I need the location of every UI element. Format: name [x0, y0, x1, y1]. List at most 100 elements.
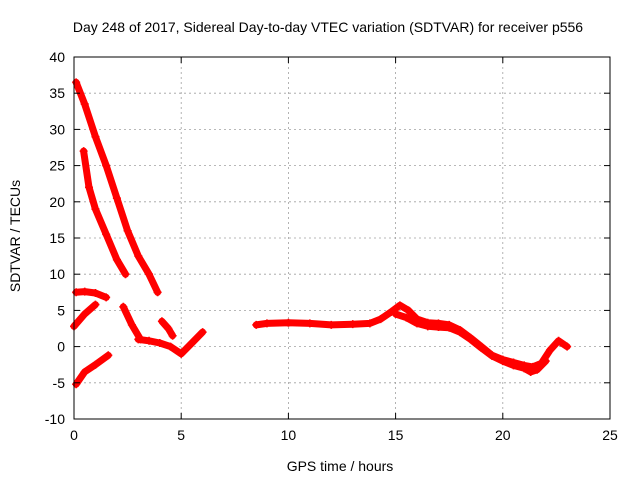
- data-point: [121, 270, 130, 279]
- data-point: [168, 331, 177, 340]
- x-tick-label: 20: [495, 427, 511, 443]
- data-point: [112, 255, 121, 264]
- chart-title: Day 248 of 2017, Sidereal Day-to-day VTE…: [73, 19, 583, 35]
- y-tick-label: 35: [49, 85, 65, 101]
- data-point: [91, 360, 100, 369]
- series-line: [72, 351, 112, 388]
- data-point: [157, 317, 166, 326]
- data-point: [177, 349, 186, 358]
- data-point: [80, 367, 89, 376]
- y-tick-label: 10: [49, 266, 65, 282]
- data-point: [545, 346, 554, 355]
- data-point: [72, 78, 81, 87]
- data-point: [376, 315, 385, 324]
- data-point: [102, 293, 111, 302]
- data-point: [155, 338, 164, 347]
- y-tick-label: -5: [53, 375, 66, 391]
- data-point: [164, 324, 173, 333]
- data-point: [488, 352, 497, 361]
- data-point: [498, 357, 507, 366]
- data-point: [134, 335, 143, 344]
- data-point: [477, 344, 486, 353]
- data-point: [509, 361, 518, 370]
- data-point: [91, 132, 100, 141]
- series-line: [72, 288, 110, 301]
- data-point: [166, 342, 175, 351]
- data-point: [80, 100, 89, 109]
- x-tick-label: 5: [177, 427, 185, 443]
- y-tick-label: 5: [57, 302, 65, 318]
- data-point: [466, 335, 475, 344]
- series-track-9: [252, 301, 572, 371]
- series-line: [80, 147, 129, 278]
- data-point: [72, 288, 81, 297]
- y-tick-label: 0: [57, 339, 65, 355]
- data-point: [91, 205, 100, 214]
- data-point: [284, 318, 293, 327]
- data-point: [541, 357, 550, 366]
- series-track-10: [391, 310, 550, 376]
- series-track-5: [72, 351, 113, 389]
- data-point: [145, 270, 154, 279]
- x-tick-label: 15: [388, 427, 404, 443]
- y-tick-label: 25: [49, 158, 65, 174]
- data-point: [402, 313, 411, 322]
- data-point: [445, 323, 454, 332]
- data-traces: [70, 78, 572, 389]
- series-track-1: [72, 78, 162, 297]
- data-point: [80, 287, 89, 296]
- data-point: [198, 328, 207, 337]
- data-point: [423, 322, 432, 331]
- data-point: [391, 310, 400, 319]
- data-point: [85, 183, 94, 192]
- data-point: [348, 320, 357, 329]
- data-point: [153, 288, 162, 297]
- data-point: [187, 338, 196, 347]
- data-point: [104, 351, 113, 360]
- data-point: [91, 289, 100, 298]
- y-tick-label: 15: [49, 230, 65, 246]
- y-tick-label: 40: [49, 49, 65, 65]
- data-point: [563, 342, 572, 351]
- x-tick-label: 25: [602, 427, 618, 443]
- series-track-7: [134, 328, 207, 358]
- data-point: [554, 336, 563, 345]
- data-point: [327, 320, 336, 329]
- data-point: [102, 161, 111, 170]
- y-tick-label: 20: [49, 194, 65, 210]
- data-point: [79, 147, 88, 156]
- series-track-2: [79, 147, 130, 279]
- x-tick-label: 0: [70, 427, 78, 443]
- series-line: [392, 310, 550, 376]
- data-point: [145, 336, 154, 345]
- grid-lines: [74, 57, 610, 419]
- y-axis-label: SDTVAR / TECUs: [7, 180, 23, 292]
- data-point: [455, 328, 464, 337]
- data-point: [262, 319, 271, 328]
- data-point: [434, 323, 443, 332]
- data-point: [134, 252, 143, 261]
- data-point: [72, 380, 81, 389]
- data-point: [112, 194, 121, 203]
- series-line: [252, 301, 571, 371]
- data-point: [413, 319, 422, 328]
- series-track-3: [72, 287, 111, 302]
- data-point: [395, 301, 404, 310]
- y-tick-label: -10: [45, 411, 65, 427]
- data-point: [123, 226, 132, 235]
- data-point: [365, 319, 374, 328]
- data-point: [102, 230, 111, 239]
- data-point: [404, 306, 413, 315]
- data-point: [91, 300, 100, 309]
- data-point: [252, 320, 261, 329]
- data-point: [520, 364, 529, 373]
- axis-ticks: 0 5 10 15 20 25 -10 -5 0 5 10 15 20 25 30 35 40: [45, 49, 618, 443]
- x-axis-label: GPS time / hours: [287, 458, 394, 474]
- x-tick-label: 10: [281, 427, 297, 443]
- data-point: [533, 365, 542, 374]
- y-tick-label: 30: [49, 121, 65, 137]
- data-point: [526, 367, 535, 376]
- data-point: [305, 319, 314, 328]
- series-track-8: [157, 317, 177, 340]
